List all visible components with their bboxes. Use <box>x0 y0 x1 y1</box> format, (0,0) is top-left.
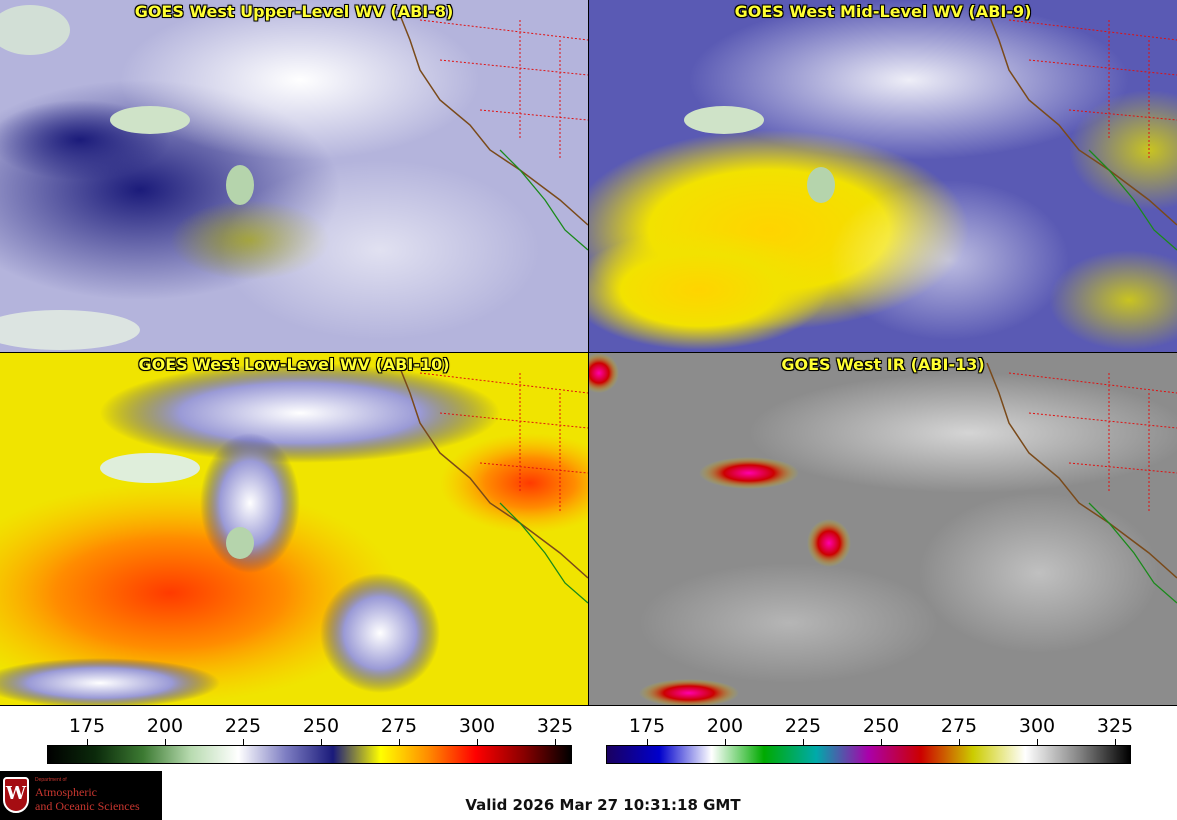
ir-colorbar-tick-label: 200 <box>706 715 744 737</box>
bottom-border <box>0 705 1177 706</box>
ir-colorbar-tick-label: 225 <box>784 715 822 737</box>
wv-colorbar-tick <box>243 739 244 745</box>
ir-colorbar-tick <box>725 739 726 745</box>
ir-image <box>589 353 1177 705</box>
panel-mid-level-wv: GOES West Mid-Level WV (ABI-9) <box>589 0 1177 352</box>
logo-line-1: Atmospheric <box>35 785 97 799</box>
wv-colorbar-tick <box>165 739 166 745</box>
ir-colorbar-tick-label: 175 <box>628 715 666 737</box>
wv-colorbar-tick-label: 175 <box>68 715 106 737</box>
low-level-wv-image <box>0 353 588 705</box>
ir-colorbar-tick-label: 275 <box>940 715 978 737</box>
panel-low-level-wv: GOES West Low-Level WV (ABI-10) <box>0 353 588 705</box>
ir-colorbar-tick <box>1115 739 1116 745</box>
wv-colorbar-tick <box>87 739 88 745</box>
upper-level-wv-image <box>0 0 588 352</box>
wv-colorbar-tick <box>399 739 400 745</box>
ir-colorbar-tick <box>881 739 882 745</box>
wv-colorbar-tick-label: 325 <box>536 715 574 737</box>
wv-colorbar-tick <box>321 739 322 745</box>
mid-level-wv-image <box>589 0 1177 352</box>
panel-title: GOES West Mid-Level WV (ABI-9) <box>734 2 1032 21</box>
aos-logo: W Department of Atmospheric and Oceanic … <box>0 771 162 820</box>
wv-colorbar-tick-label: 250 <box>302 715 340 737</box>
logo-department-of: Department of <box>35 777 67 783</box>
panel-title: GOES West Upper-Level WV (ABI-8) <box>134 2 454 21</box>
wv-colorbar: 175 200 225 250 275 300 325 <box>0 706 588 770</box>
uw-crest-icon: W <box>3 777 29 813</box>
logo-line-2: and Oceanic Sciences <box>35 799 140 813</box>
ir-colorbar: 175 200 225 250 275 300 325 <box>589 706 1177 770</box>
ir-colorbar-tick-label: 250 <box>862 715 900 737</box>
panel-upper-level-wv: GOES West Upper-Level WV (ABI-8) <box>0 0 588 352</box>
ir-colorbar-tick-label: 325 <box>1096 715 1134 737</box>
ir-colorbar-tick <box>1037 739 1038 745</box>
ir-colorbar-tick-label: 300 <box>1018 715 1056 737</box>
ir-colorbar-tick <box>803 739 804 745</box>
ir-colorbar-tick <box>959 739 960 745</box>
valid-time: Valid 2026 Mar 27 10:31:18 GMT <box>465 796 741 814</box>
ir-colorbar-gradient <box>606 745 1131 764</box>
wv-colorbar-tick-label: 200 <box>146 715 184 737</box>
panel-title: GOES West Low-Level WV (ABI-10) <box>138 355 450 374</box>
panel-title: GOES West IR (ABI-13) <box>781 355 985 374</box>
ir-colorbar-tick <box>647 739 648 745</box>
wv-colorbar-tick-label: 275 <box>380 715 418 737</box>
wv-colorbar-gradient <box>47 745 572 764</box>
panel-ir: GOES West IR (ABI-13) <box>589 353 1177 705</box>
wv-colorbar-tick-label: 225 <box>224 715 262 737</box>
wv-colorbar-tick <box>477 739 478 745</box>
horizontal-divider <box>0 352 1177 353</box>
wv-colorbar-tick <box>555 739 556 745</box>
wv-colorbar-tick-label: 300 <box>458 715 496 737</box>
